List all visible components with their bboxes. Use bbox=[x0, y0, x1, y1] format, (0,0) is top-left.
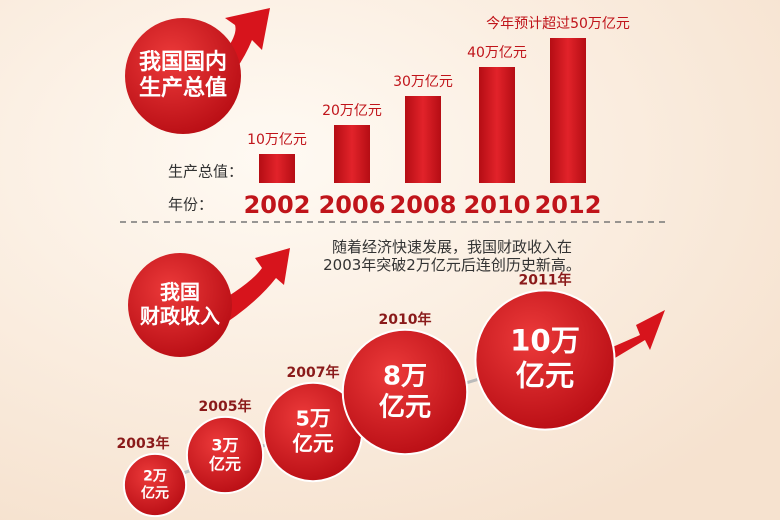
year-label: 2003年 bbox=[117, 435, 170, 452]
value-label: 30万亿元 bbox=[393, 74, 453, 90]
bubble-label: 2万亿元 bbox=[141, 469, 169, 502]
bar bbox=[479, 67, 515, 183]
bar bbox=[334, 125, 370, 183]
value-axis-label: 生产总值： bbox=[168, 163, 243, 181]
year-label: 2011年 bbox=[519, 271, 572, 288]
bubble bbox=[341, 328, 469, 456]
year-label: 2007年 bbox=[287, 364, 340, 381]
year-label: 2005年 bbox=[199, 398, 252, 415]
bar bbox=[405, 96, 441, 183]
bar bbox=[550, 38, 586, 183]
bubble bbox=[185, 415, 265, 495]
bubble bbox=[122, 452, 188, 518]
year-label: 2010年 bbox=[379, 311, 432, 328]
bubble-label: 5万亿元 bbox=[292, 407, 334, 456]
x-tick-label: 2002 bbox=[244, 191, 311, 219]
category-axis-label: 年份： bbox=[168, 196, 213, 214]
x-tick-label: 2010 bbox=[464, 191, 531, 219]
value-label: 今年预计超过50万亿元 bbox=[486, 16, 630, 32]
annotation: 随着经济快速发展，我国财政收入在 2003年突破2万亿元后连创历史新高。 bbox=[323, 238, 581, 274]
title-badge-1 bbox=[125, 8, 270, 134]
bubble bbox=[474, 289, 616, 431]
bubble-label: 8万亿元 bbox=[379, 361, 431, 422]
x-tick-label: 2008 bbox=[390, 191, 457, 219]
value-label: 40万亿元 bbox=[467, 45, 527, 61]
value-label: 20万亿元 bbox=[322, 103, 382, 119]
badge-title: 我国财政收入 bbox=[140, 280, 220, 328]
title-badge-2 bbox=[128, 248, 290, 357]
bar bbox=[259, 154, 295, 183]
badge-title: 我国国内生产总值 bbox=[139, 50, 227, 101]
bubble-label: 10万亿元 bbox=[510, 323, 580, 392]
x-tick-label: 2012 bbox=[535, 191, 602, 219]
bubble-label: 3万亿元 bbox=[209, 435, 241, 473]
value-label: 10万亿元 bbox=[247, 132, 307, 148]
x-tick-label: 2006 bbox=[319, 191, 386, 219]
